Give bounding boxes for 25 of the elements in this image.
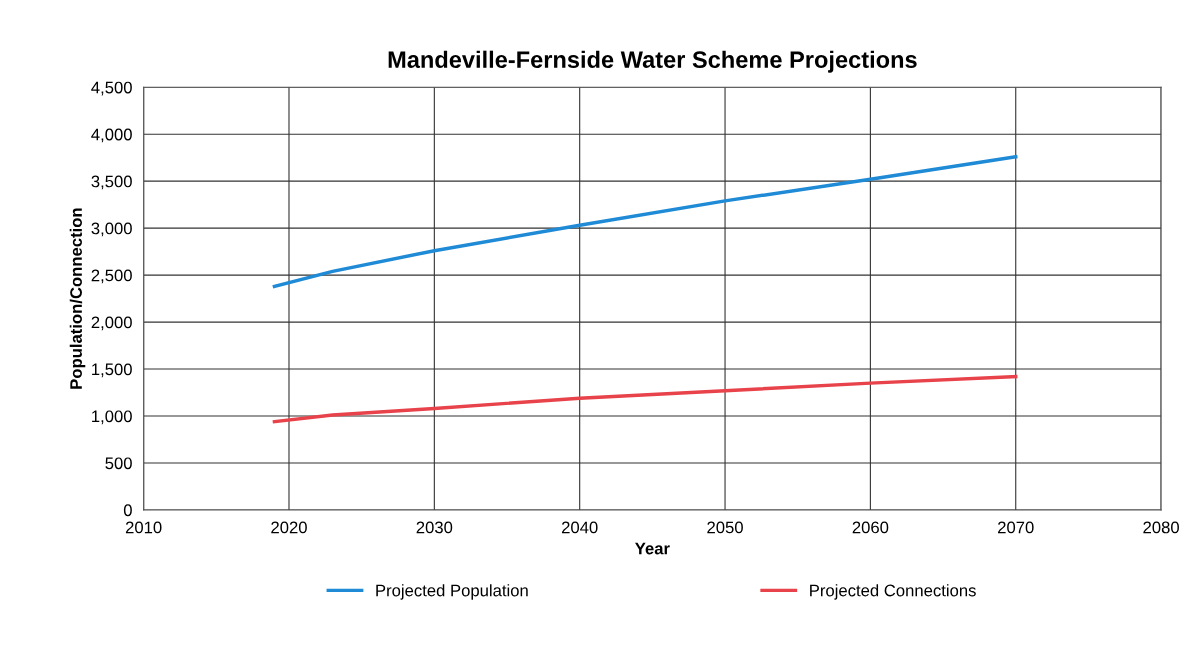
line-series [272, 374, 1018, 424]
x-tick-label: 2030 [416, 521, 453, 534]
legend-label: Projected Population [376, 584, 528, 600]
y-axis-title: Population/Connection [69, 208, 86, 389]
x-tick-label: 2020 [271, 521, 307, 534]
x-tick-label: 2010 [125, 521, 162, 534]
x-tick-label: 2070 [998, 521, 1034, 534]
y-tick-label: 2,500 [91, 269, 132, 284]
x-tick-label: 2060 [852, 521, 889, 534]
y-tick-label: 1,000 [92, 410, 132, 425]
x-tick-label: 2050 [707, 521, 743, 534]
x-tick-label: 2040 [561, 521, 598, 534]
y-tick-label: 3,500 [91, 175, 132, 190]
y-tick-label: 4,000 [91, 128, 132, 143]
y-tick-label: 0 [123, 504, 132, 517]
legend-label: Projected Connections [810, 584, 976, 600]
x-tick-label: 2080 [1143, 521, 1179, 534]
y-tick-label: 500 [105, 457, 132, 470]
y-tick-label: 1,500 [92, 363, 132, 378]
y-tick-label: 2,000 [91, 316, 132, 331]
x-axis-title: Year [635, 542, 670, 555]
y-tick-label: 3,000 [91, 222, 132, 237]
y-tick-label: 4,500 [91, 81, 132, 96]
chart-title: Mandeville-Fernside Water Scheme Projections [388, 50, 917, 73]
line-series [272, 155, 1018, 289]
